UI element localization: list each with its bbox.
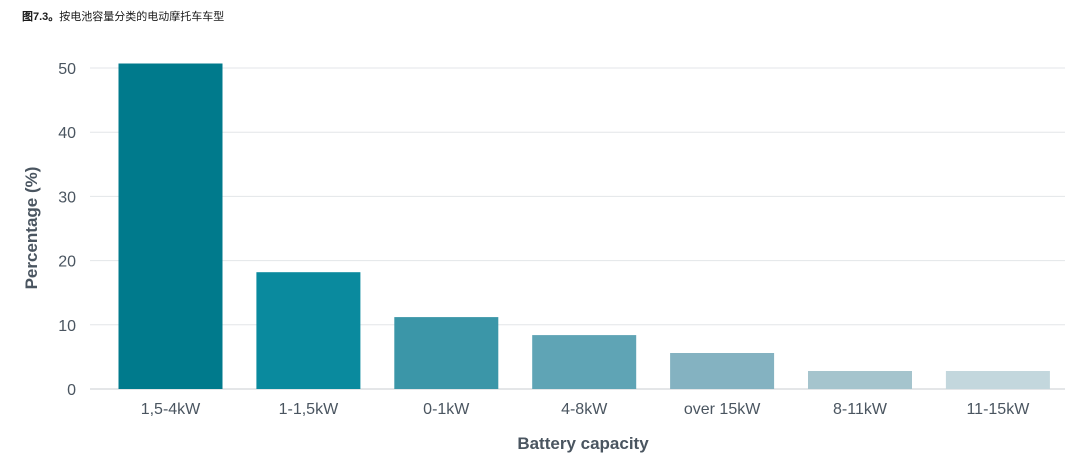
bar [945,371,1050,389]
y-tick-label: 10 [58,318,76,335]
x-tick-label: 1,5-4kW [141,401,201,418]
y-tick-label: 20 [58,254,76,271]
bar [256,272,361,389]
y-tick-label: 30 [58,189,76,206]
bar [118,63,223,389]
chart-title: 图7.3。按电池容量分类的电动摩托车车型 [22,8,224,24]
x-axis-ticks: 1,5-4kW 1-1,5kW 0-1kW 4-8kW over 15kW 8-11kW 1… [141,401,1031,418]
y-tick-label: 0 [67,382,76,399]
x-tick-label: over 15kW [684,401,761,418]
bar [808,371,912,389]
y-axis-title: Percentage (%) [22,167,41,290]
x-tick-label: 1-1,5kW [279,401,339,418]
x-axis-title: Battery capacity [517,434,649,453]
x-tick-label: 0-1kW [423,401,470,418]
bar [670,353,775,389]
y-tick-label: 40 [58,125,76,142]
bar [532,335,637,389]
figure-caption: 按电池容量分类的电动摩托车车型 [59,11,225,23]
x-tick-label: 8-11kW [833,401,888,418]
bars [118,63,1050,389]
bar [394,317,499,389]
y-tick-label: 50 [58,61,76,78]
figure-number: 图7.3。 [22,11,60,23]
y-axis-ticks: 0 10 20 30 40 50 [58,61,76,399]
x-tick-label: 11-15kW [966,401,1030,418]
x-tick-label: 4-8kW [561,401,608,418]
